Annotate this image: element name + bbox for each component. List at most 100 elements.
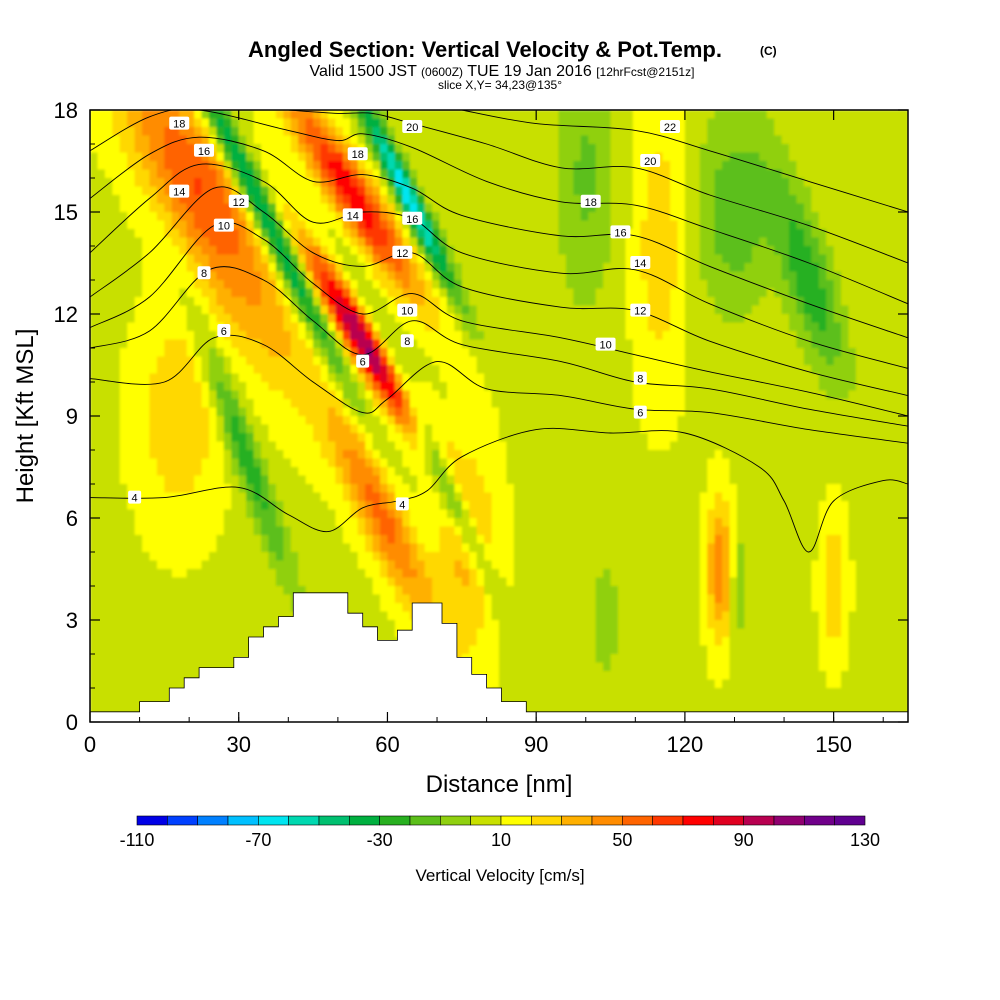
velocity-cell bbox=[699, 365, 708, 375]
velocity-cell bbox=[97, 399, 106, 409]
velocity-cell bbox=[342, 492, 351, 502]
velocity-cell bbox=[469, 322, 478, 332]
velocity-cell bbox=[238, 144, 247, 154]
velocity-cell bbox=[335, 135, 344, 145]
velocity-cell bbox=[625, 373, 634, 383]
velocity-cell bbox=[394, 441, 403, 451]
velocity-cell bbox=[446, 339, 455, 349]
velocity-cell bbox=[707, 416, 716, 426]
velocity-cell bbox=[595, 203, 604, 213]
velocity-cell bbox=[156, 348, 165, 358]
velocity-cell bbox=[275, 280, 284, 290]
velocity-cell bbox=[313, 229, 322, 239]
velocity-cell bbox=[476, 424, 485, 434]
velocity-cell bbox=[580, 118, 589, 128]
velocity-cell bbox=[156, 127, 165, 137]
velocity-cell bbox=[484, 339, 493, 349]
velocity-cell bbox=[231, 246, 240, 256]
velocity-cell bbox=[253, 288, 262, 298]
velocity-cell bbox=[855, 314, 864, 324]
velocity-cell bbox=[744, 288, 753, 298]
velocity-cell bbox=[216, 152, 225, 162]
velocity-cell bbox=[603, 135, 612, 145]
velocity-cell bbox=[677, 237, 686, 247]
velocity-cell bbox=[603, 365, 612, 375]
velocity-cell bbox=[595, 280, 604, 290]
velocity-cell bbox=[848, 322, 857, 332]
velocity-cell bbox=[491, 475, 500, 485]
velocity-cell bbox=[402, 220, 411, 230]
velocity-cell bbox=[156, 135, 165, 145]
velocity-cell bbox=[766, 484, 775, 494]
velocity-cell bbox=[90, 186, 99, 196]
velocity-cell bbox=[208, 348, 218, 358]
velocity-cell bbox=[335, 492, 344, 502]
velocity-cell bbox=[97, 305, 106, 315]
velocity-cell bbox=[900, 433, 908, 443]
velocity-cell bbox=[863, 424, 872, 434]
velocity-cell bbox=[432, 186, 441, 196]
velocity-cell bbox=[670, 229, 679, 239]
velocity-cell bbox=[722, 280, 731, 290]
velocity-cell bbox=[632, 314, 641, 324]
velocity-cell bbox=[818, 110, 827, 120]
velocity-cell bbox=[156, 254, 165, 264]
velocity-cell bbox=[521, 220, 530, 230]
velocity-cell bbox=[781, 237, 790, 247]
velocity-cell bbox=[670, 433, 679, 443]
velocity-cell bbox=[766, 365, 775, 375]
velocity-cell bbox=[305, 254, 314, 264]
velocity-cell bbox=[469, 161, 478, 171]
velocity-cell bbox=[513, 280, 522, 290]
velocity-cell bbox=[707, 169, 716, 179]
velocity-cell bbox=[536, 322, 545, 332]
velocity-cell bbox=[313, 305, 322, 315]
velocity-cell bbox=[409, 356, 418, 366]
velocity-cell bbox=[565, 144, 574, 154]
velocity-cell bbox=[863, 458, 872, 468]
velocity-cell bbox=[789, 450, 798, 460]
velocity-cell bbox=[863, 390, 872, 400]
velocity-cell bbox=[127, 348, 136, 358]
velocity-cell bbox=[878, 178, 887, 188]
velocity-cell bbox=[387, 118, 396, 128]
velocity-cell bbox=[246, 450, 255, 460]
velocity-cell bbox=[789, 390, 798, 400]
velocity-cell bbox=[142, 246, 151, 256]
velocity-cell bbox=[707, 424, 716, 434]
velocity-cell bbox=[238, 433, 247, 443]
velocity-cell bbox=[870, 135, 879, 145]
velocity-cell bbox=[707, 152, 716, 162]
velocity-cell bbox=[632, 416, 641, 426]
velocity-cell bbox=[417, 161, 426, 171]
velocity-cell bbox=[134, 450, 143, 460]
velocity-cell bbox=[692, 110, 701, 120]
velocity-cell bbox=[142, 484, 151, 494]
velocity-cell bbox=[164, 169, 173, 179]
velocity-cell bbox=[119, 144, 128, 154]
velocity-cell bbox=[900, 356, 908, 366]
velocity-cell bbox=[484, 229, 493, 239]
velocity-cell bbox=[885, 178, 894, 188]
velocity-cell bbox=[201, 475, 210, 485]
velocity-cell bbox=[692, 118, 701, 128]
velocity-cell bbox=[476, 339, 485, 349]
velocity-cell bbox=[461, 339, 470, 349]
velocity-cell bbox=[112, 280, 121, 290]
velocity-cell bbox=[684, 169, 693, 179]
velocity-cell bbox=[469, 203, 478, 213]
velocity-cell bbox=[424, 203, 433, 213]
velocity-cell bbox=[684, 237, 693, 247]
velocity-cell bbox=[446, 399, 455, 409]
velocity-cell bbox=[684, 356, 693, 366]
velocity-cell bbox=[729, 203, 738, 213]
velocity-cell bbox=[201, 220, 210, 230]
velocity-cell bbox=[246, 484, 255, 494]
velocity-cell bbox=[714, 475, 723, 485]
velocity-cell bbox=[670, 169, 679, 179]
velocity-field bbox=[90, 110, 908, 722]
velocity-cell bbox=[848, 169, 857, 179]
velocity-cell bbox=[194, 152, 203, 162]
velocity-cell bbox=[127, 382, 136, 392]
velocity-cell bbox=[528, 484, 537, 494]
